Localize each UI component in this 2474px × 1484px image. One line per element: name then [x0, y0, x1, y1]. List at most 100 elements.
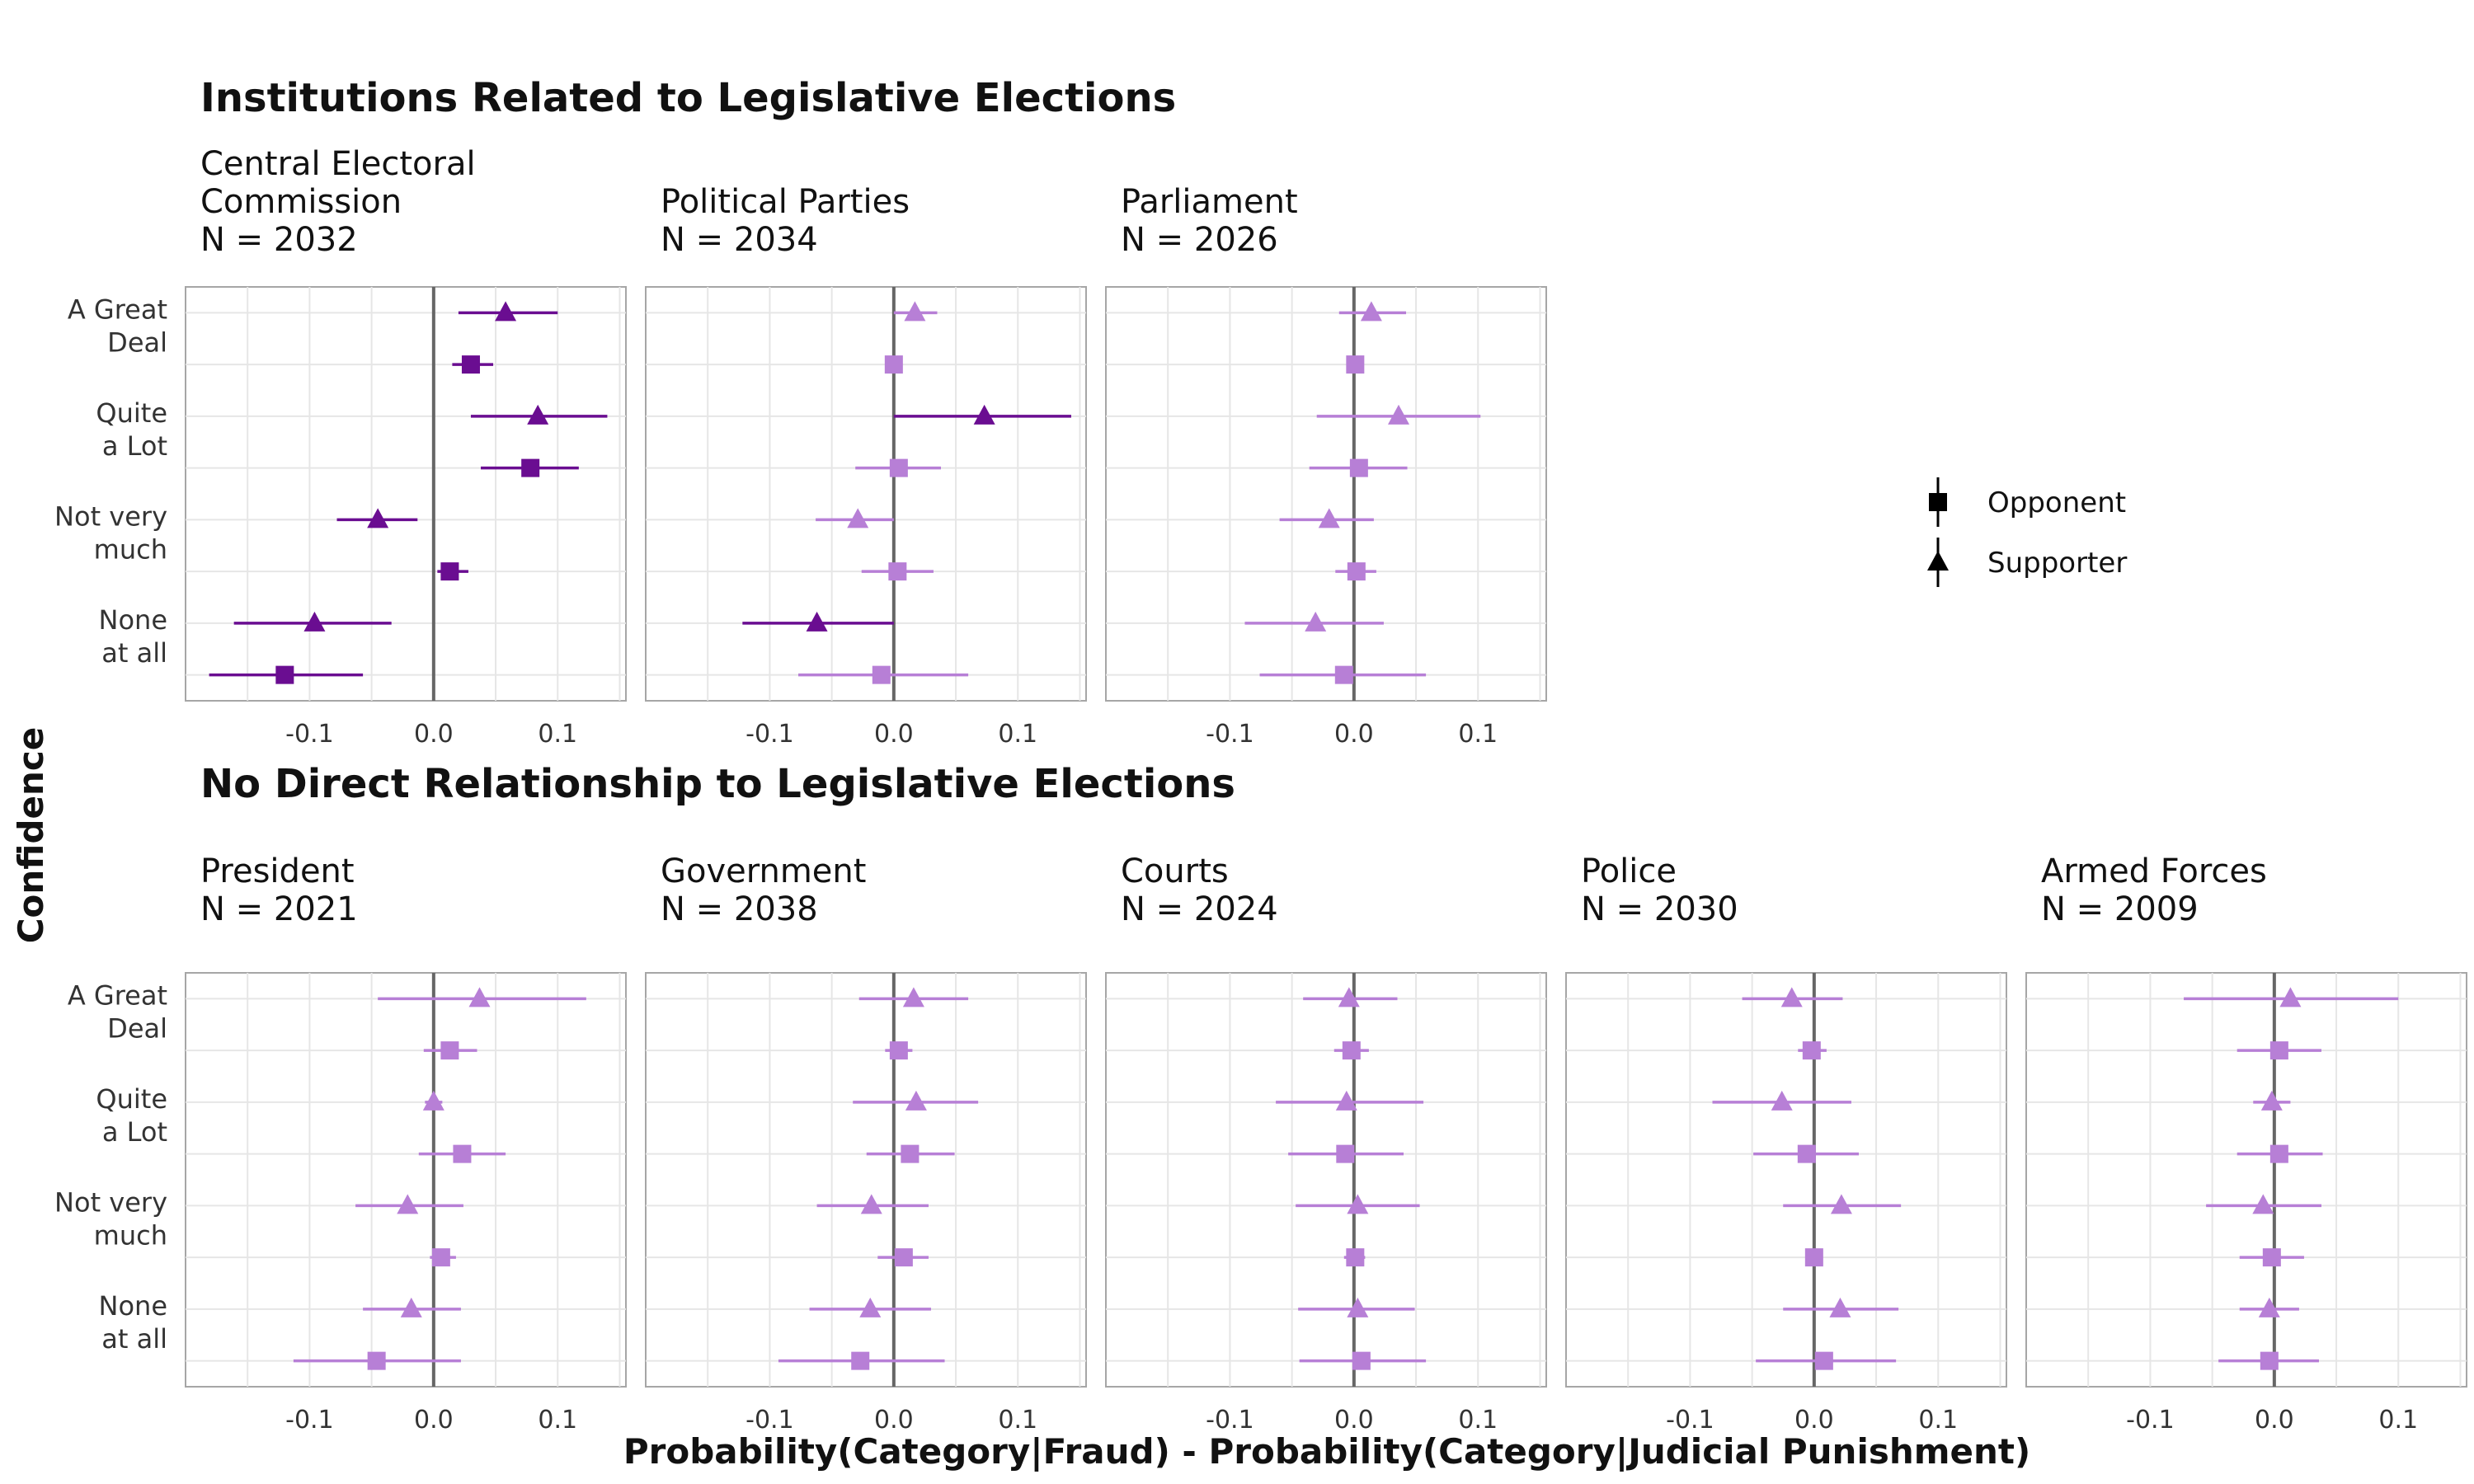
data-point-opponent: [1309, 458, 1408, 477]
data-point-opponent: [430, 1248, 456, 1267]
supporter-marker: [2258, 1297, 2280, 1317]
supporter-marker: [495, 301, 517, 322]
data-point-supporter: [2206, 1194, 2322, 1214]
x-tick-label: -0.1: [1206, 1406, 1254, 1435]
x-tick-label: 0.0: [2255, 1406, 2294, 1435]
opponent-marker: [1336, 1144, 1355, 1163]
x-tick-label: -0.1: [745, 720, 794, 749]
facet-sample-size: N = 2021: [200, 890, 358, 928]
category-label: None: [99, 1290, 167, 1322]
legend-label: Supporter: [1987, 547, 2127, 580]
data-point-supporter: [1338, 301, 1407, 322]
legend-item: Opponent: [1929, 477, 2126, 527]
facet-title: Political Parties: [661, 183, 910, 221]
supporter-marker: [859, 1297, 882, 1317]
data-point-opponent: [1753, 1144, 1859, 1163]
data-point-opponent: [209, 665, 364, 684]
supporter-marker: [468, 987, 491, 1007]
legend-item: Supporter: [1927, 538, 2127, 587]
data-point-opponent: [1343, 1248, 1366, 1267]
data-point-opponent: [423, 1041, 477, 1060]
opponent-marker: [2269, 1041, 2288, 1060]
data-point-opponent: [452, 355, 494, 374]
data-point-opponent: [778, 1351, 945, 1370]
opponent-marker: [2260, 1351, 2279, 1370]
category-label: None: [99, 604, 167, 636]
x-tick-label: 0.1: [2378, 1406, 2418, 1435]
legend-label: Opponent: [1987, 486, 2126, 519]
data-point-opponent: [877, 1248, 929, 1267]
x-tick-label: -0.1: [1206, 720, 1254, 749]
category-label: A Great: [68, 980, 167, 1012]
data-point-supporter: [378, 987, 586, 1007]
data-point-opponent: [293, 1351, 461, 1370]
data-point-supporter: [742, 611, 894, 632]
data-point-supporter: [1783, 1297, 1899, 1317]
data-point-opponent: [481, 458, 579, 477]
supporter-marker: [1318, 508, 1340, 528]
data-point-opponent: [866, 1144, 955, 1163]
opponent-marker: [431, 1248, 450, 1267]
opponent-marker: [889, 1041, 908, 1060]
opponent-marker: [2262, 1248, 2281, 1267]
data-point-opponent: [437, 562, 468, 581]
data-point-supporter: [1244, 611, 1384, 632]
category-label: a Lot: [102, 1116, 167, 1148]
supporter-marker: [1360, 301, 1382, 322]
x-tick-label: 0.1: [998, 1406, 1037, 1435]
panel-frame: [1105, 286, 1547, 702]
data-point-supporter: [893, 301, 938, 322]
panel-frame: [2025, 972, 2467, 1388]
opponent-marker: [275, 665, 294, 684]
supporter-marker: [902, 987, 924, 1007]
data-point-supporter: [1279, 508, 1374, 528]
data-point-opponent: [1346, 355, 1365, 374]
opponent-marker: [1346, 355, 1365, 374]
opponent-marker: [1814, 1351, 1833, 1370]
facet-title: Commission: [200, 183, 402, 221]
data-point-opponent: [1259, 665, 1427, 684]
legend: Opponent Supporter: [1927, 477, 2127, 587]
x-tick-label: -0.1: [745, 1406, 794, 1435]
panel-group-0: Institutions Related to Legislative Elec…: [54, 75, 1547, 749]
opponent-marker: [901, 1144, 920, 1163]
data-point-supporter: [2253, 1090, 2291, 1111]
data-point-opponent: [884, 355, 903, 374]
opponent-marker: [1346, 1248, 1365, 1267]
x-tick-label: 0.1: [1458, 1406, 1498, 1435]
panel-frame: [185, 286, 627, 702]
facet-sample-size: N = 2026: [1121, 221, 1278, 259]
opponent-marker: [440, 1041, 459, 1060]
opponent-marker: [889, 458, 908, 477]
x-tick-label: -0.1: [2126, 1406, 2175, 1435]
opponent-marker: [884, 355, 903, 374]
x-tick-label: 0.0: [414, 1406, 454, 1435]
category-label: Quite: [96, 397, 167, 429]
data-point-supporter: [363, 1297, 461, 1317]
x-tick-label: -0.1: [285, 720, 334, 749]
supporter-marker: [400, 1297, 422, 1317]
supporter-marker: [527, 404, 549, 425]
facet-title: Courts: [1121, 852, 1229, 890]
panel-frame: [645, 972, 1087, 1388]
supporter-marker: [1387, 404, 1409, 425]
data-point-supporter: [893, 404, 1071, 425]
data-point-supporter: [2239, 1297, 2299, 1317]
data-point-supporter: [336, 508, 418, 528]
supporter-marker: [973, 404, 995, 425]
facet-sample-size: N = 2032: [200, 221, 358, 259]
supporter-marker: [1347, 1194, 1369, 1214]
x-tick-label: 0.1: [538, 1406, 577, 1435]
data-point-supporter: [1783, 1194, 1902, 1214]
data-point-opponent: [2239, 1248, 2304, 1267]
supporter-marker: [1780, 987, 1803, 1007]
data-point-opponent: [1335, 562, 1376, 581]
x-tick-label: 0.0: [414, 720, 454, 749]
data-point-supporter: [853, 1090, 979, 1111]
